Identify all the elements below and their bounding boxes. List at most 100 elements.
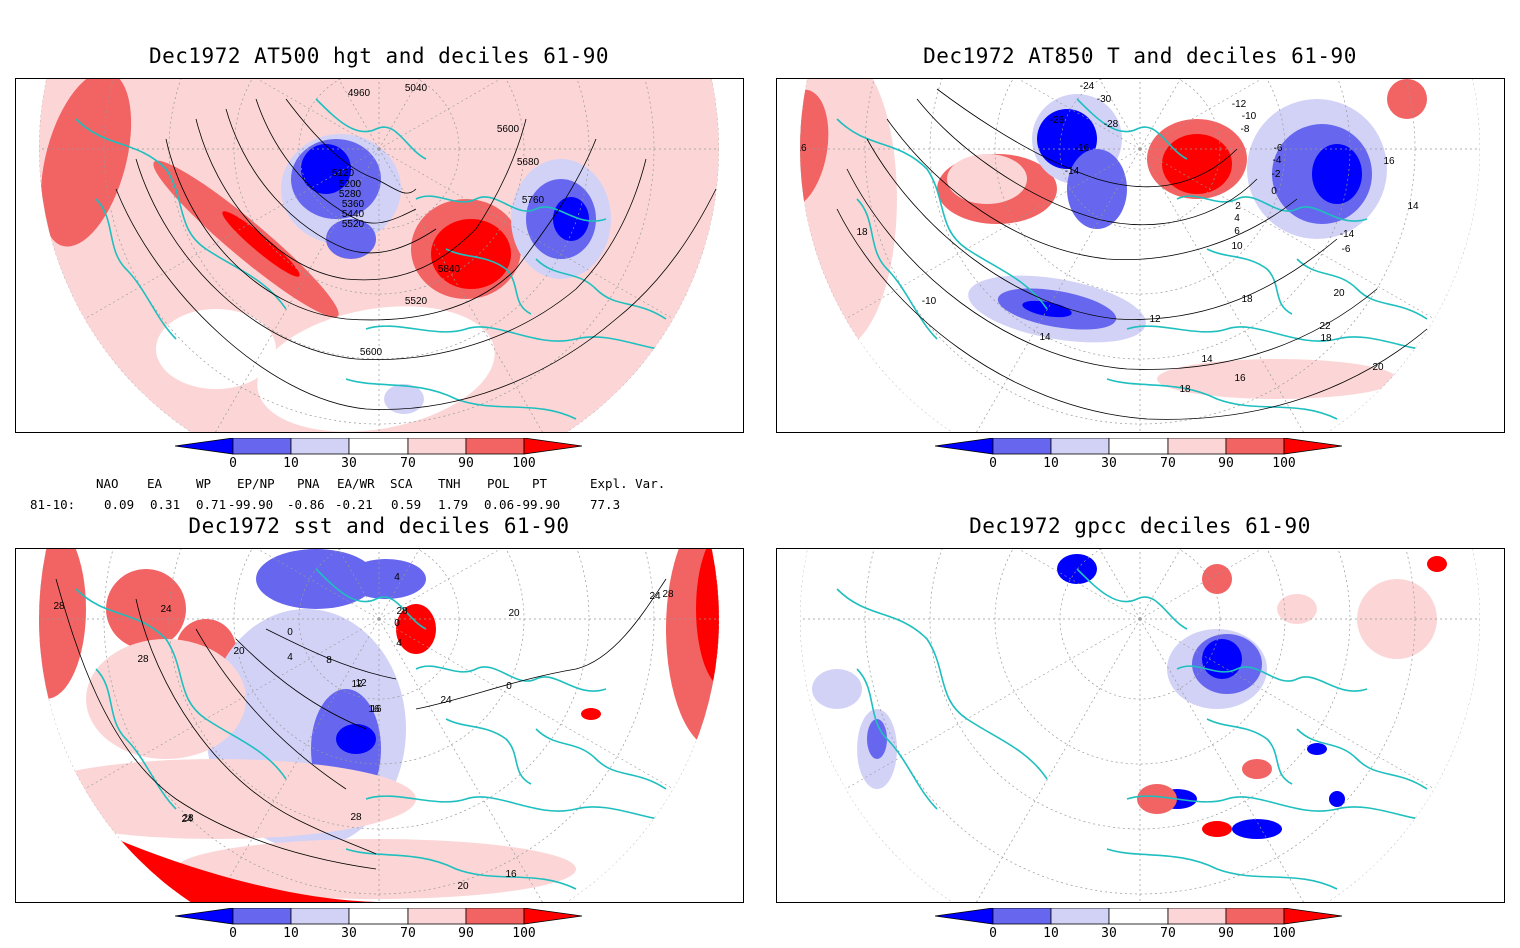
index-header-pna: PNA [297, 476, 320, 491]
colorbar-segment [348, 907, 409, 925]
decile-anomaly-region [1242, 759, 1272, 779]
longitude-gridline [378, 79, 674, 150]
contour-label: 22 [1319, 321, 1331, 332]
colorbar-tick-label: 30 [1101, 456, 1117, 471]
contour-line [846, 168, 1378, 370]
coastline [345, 848, 577, 890]
decile-anomaly-region [1037, 109, 1097, 169]
coastline [315, 568, 427, 630]
coastline [415, 665, 607, 692]
colorbar-segment [407, 907, 467, 925]
contour-label: 10 [1231, 241, 1243, 252]
decile-anomaly-region [156, 309, 276, 389]
contour-line [415, 578, 667, 710]
contour-label: -2 [1272, 169, 1281, 180]
contour-label: 0 [506, 681, 512, 692]
decile-anomaly-region [1202, 639, 1242, 679]
contour-line [886, 118, 1298, 261]
contour-label: 28 [53, 601, 65, 612]
index-value-sca: 0.59 [391, 497, 422, 512]
colorbar-tick-label: 70 [400, 926, 416, 941]
coastline [95, 198, 177, 340]
contour-label: 14 [1039, 332, 1051, 343]
contour-label: 20 [1372, 362, 1384, 373]
colorbar-arrow-low [174, 907, 234, 925]
coastline [535, 258, 667, 320]
contour-label: 16 [1234, 373, 1246, 384]
contour-label: -4 [1273, 155, 1282, 166]
colorbar-arrow-high [1283, 437, 1343, 455]
contour-line [265, 628, 397, 680]
colorbar-tick-label: 100 [512, 456, 536, 471]
colorbar-segment [1108, 907, 1169, 925]
colorbar-tick-label: 90 [458, 456, 474, 471]
coastline [1076, 568, 1188, 630]
longitude-gridline [84, 618, 380, 790]
colorbar-segment [290, 907, 350, 925]
index-value-nao: 0.09 [104, 497, 135, 512]
colorbar-tick-label: 10 [283, 926, 299, 941]
longitude-gridline [84, 148, 380, 320]
contour-label: 4 [394, 572, 400, 583]
colorbar-segment [348, 437, 409, 455]
coastline [365, 795, 697, 822]
contour-label: 16 [505, 869, 517, 880]
contour-label: -26 [1050, 115, 1065, 126]
colorbar-swatches [174, 437, 583, 455]
colorbar-segment [465, 907, 525, 925]
colorbar-tick-label: 70 [1160, 926, 1176, 941]
longitude-gridline [1139, 549, 1311, 620]
decile-anomaly-region [696, 549, 719, 689]
contour-label: -30 [1097, 94, 1112, 105]
coastline [836, 118, 1048, 310]
colorbar-tick-label: 30 [1101, 926, 1117, 941]
index-value-pol: 0.06 [484, 497, 515, 512]
decile-anomaly-region [1162, 134, 1232, 194]
panel-title-at500: Dec1972 AT500 hgt and deciles 61-90 [148, 44, 609, 68]
longitude-gridline [1139, 148, 1435, 320]
index-header-nao: NAO [96, 476, 119, 491]
contour-label: -10 [922, 296, 937, 307]
contour-label: -12 [1232, 99, 1247, 110]
contour-label: 18 [1320, 333, 1332, 344]
contour-line [195, 628, 347, 790]
colorbar-swatches [934, 437, 1343, 455]
colorbar-at850: 0 10 30 70 90 100 [934, 437, 1345, 478]
longitude-gridline [1139, 618, 1435, 790]
colorbar-arrow-high [1283, 907, 1343, 925]
colorbar-gpcc: 0 10 30 70 90 100 [934, 907, 1345, 948]
colorbar-segment [232, 907, 292, 925]
colorbar-segment [992, 907, 1052, 925]
coastline [836, 588, 1048, 780]
longitude-gridline [1139, 79, 1311, 150]
contour-label: 12 [351, 679, 363, 690]
coastline [1126, 325, 1458, 352]
contour-label: -6 [1342, 244, 1351, 255]
coastline [1296, 728, 1428, 790]
longitude-gridline [378, 79, 550, 150]
contour-label: 16 [368, 704, 380, 715]
colorbar-tick-label: 0 [229, 456, 237, 471]
colorbar-arrow-high [523, 437, 583, 455]
contour-label: 18 [1179, 384, 1191, 395]
colorbar-tick-label: 100 [1272, 456, 1296, 471]
map-panel-at850-temp: -24 -30 -26 -28 -16 -14 -12 -10 -8 -6 -4 -2 0 2 4 6 10 12… [776, 78, 1505, 433]
coastline [75, 588, 287, 780]
longitude-gridline [969, 79, 1141, 150]
contour-label: 16 [795, 143, 807, 154]
panel-title-sst: Dec1972 sst and deciles 61-90 [188, 514, 570, 538]
colorbar-tick-label: 90 [458, 926, 474, 941]
colorbar-tick-label: 10 [1043, 456, 1059, 471]
coastline [75, 118, 287, 310]
contour-line [836, 208, 1428, 420]
decile-anomaly-region [581, 708, 601, 720]
contour-label: 28 [350, 812, 362, 823]
contour-label: 5280 [339, 189, 362, 200]
coastline [535, 728, 667, 790]
colorbar-segment [1050, 907, 1110, 925]
decile-anomaly-region [326, 219, 376, 259]
contour-line [235, 638, 367, 730]
contour-line [195, 118, 527, 281]
decile-anomaly-region [40, 79, 132, 247]
decile-anomaly-region [1067, 149, 1127, 229]
